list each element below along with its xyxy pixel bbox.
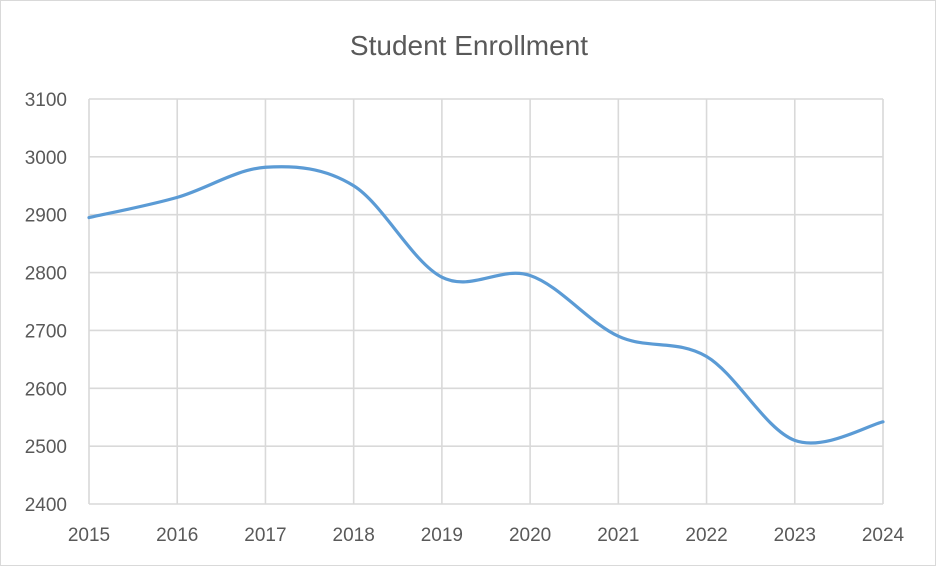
y-tick-label: 2700 xyxy=(25,321,67,342)
x-tick-label: 2018 xyxy=(333,525,375,546)
y-axis-tick-labels: 2400 2500 2600 2700 2800 2900 3000 3100 xyxy=(25,90,67,516)
y-tick-label: 2400 xyxy=(25,495,67,516)
chart-title: Student Enrollment xyxy=(350,30,588,61)
x-tick-label: 2020 xyxy=(509,525,551,546)
x-tick-label: 2019 xyxy=(421,525,463,546)
gridlines xyxy=(88,98,884,505)
y-tick-label: 2800 xyxy=(25,264,67,285)
y-tick-label: 2500 xyxy=(25,437,67,458)
x-tick-label: 2016 xyxy=(156,525,198,546)
x-tick-label: 2022 xyxy=(685,525,727,546)
x-tick-label: 2015 xyxy=(68,525,110,546)
series-line xyxy=(87,165,885,445)
x-axis-tick-labels: 2015 2016 2017 2018 2019 2020 2021 2022 2023 2024 xyxy=(68,525,905,546)
x-tick-label: 2017 xyxy=(244,525,286,546)
x-tick-label: 2024 xyxy=(862,525,905,546)
x-tick-label: 2023 xyxy=(774,525,816,546)
series-layer xyxy=(87,165,885,445)
y-tick-label: 2900 xyxy=(25,206,67,227)
y-tick-label: 2600 xyxy=(25,379,67,400)
y-tick-label: 3000 xyxy=(25,148,67,169)
y-tick-label: 3100 xyxy=(25,90,67,111)
x-tick-label: 2021 xyxy=(597,525,639,546)
